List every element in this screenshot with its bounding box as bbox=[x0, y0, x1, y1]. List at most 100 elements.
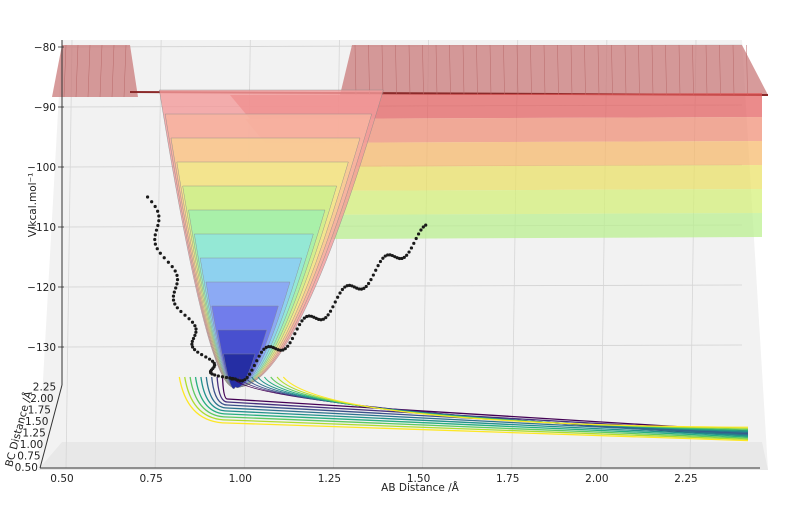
trajectory-point bbox=[213, 373, 217, 377]
trajectory-point bbox=[383, 254, 387, 258]
plateau-mesh bbox=[624, 44, 627, 96]
trajectory-point bbox=[171, 294, 176, 298]
y-tick-label: 1.25 bbox=[22, 428, 45, 440]
trajectory-point bbox=[194, 330, 198, 334]
plateau-mesh bbox=[705, 44, 708, 96]
trajectory-point bbox=[216, 374, 220, 378]
trajectory-point bbox=[371, 273, 375, 277]
y-tick-label: 0.75 bbox=[17, 451, 40, 463]
trajectory bbox=[145, 195, 428, 383]
trajectory-point bbox=[376, 264, 380, 268]
x-tick-label: 1.75 bbox=[496, 473, 519, 485]
plateau-mesh bbox=[746, 44, 748, 96]
trajectory-point bbox=[145, 195, 150, 199]
trajectory-point bbox=[162, 256, 166, 260]
plateau-mesh bbox=[87, 44, 91, 98]
trajectory-point bbox=[233, 377, 237, 381]
trajectory-point bbox=[336, 295, 340, 299]
z-tick-label: −130 bbox=[27, 342, 56, 354]
plateau-mesh bbox=[584, 44, 586, 96]
plateau-mesh bbox=[368, 44, 370, 96]
trajectory-point bbox=[412, 241, 416, 245]
trajectory-point bbox=[194, 327, 198, 331]
trajectory-point bbox=[390, 253, 394, 258]
contour-line bbox=[205, 376, 749, 436]
trajectory-point bbox=[191, 336, 196, 341]
contour-line bbox=[200, 376, 749, 437]
trajectory-point bbox=[290, 336, 295, 341]
trajectory-point bbox=[262, 347, 266, 351]
trajectory-point bbox=[414, 236, 418, 241]
trajectory-point bbox=[166, 260, 170, 264]
trajectory-point bbox=[196, 350, 200, 354]
trajectory-point bbox=[155, 247, 159, 251]
trajectory-point bbox=[257, 354, 261, 358]
trajectory-point bbox=[281, 348, 285, 352]
trajectory-point bbox=[172, 290, 176, 294]
trajectory-point bbox=[238, 379, 242, 383]
plateau-mesh bbox=[503, 44, 505, 96]
z-tick-labels: −80 −90 −100 −110 −120 −130 bbox=[27, 42, 64, 354]
trajectory-point bbox=[190, 342, 194, 346]
trajectory-point bbox=[416, 232, 421, 236]
trajectory-point bbox=[200, 353, 204, 357]
contour-line bbox=[282, 376, 749, 428]
trajectory-point bbox=[405, 253, 409, 257]
energy-band bbox=[245, 117, 762, 143]
trajectory-point bbox=[333, 300, 337, 304]
energy-band bbox=[290, 189, 762, 215]
axes bbox=[39, 40, 760, 469]
plateau-mesh bbox=[381, 44, 384, 96]
energy-band bbox=[260, 141, 762, 167]
z-tick-label: −90 bbox=[34, 102, 56, 114]
trajectory-point bbox=[243, 378, 247, 382]
trajectory-point bbox=[190, 320, 195, 324]
trajectory-point bbox=[378, 259, 383, 264]
trajectory-point bbox=[156, 209, 160, 213]
y-tick-label: 2.00 bbox=[30, 393, 53, 405]
trajectory-point bbox=[174, 286, 178, 290]
trajectory-point bbox=[153, 204, 157, 209]
trajectory-point bbox=[340, 287, 345, 292]
trajectory-point bbox=[283, 347, 287, 351]
z-tick-label: −100 bbox=[27, 162, 56, 174]
trajectory-point bbox=[369, 277, 373, 282]
plateau-mesh bbox=[597, 44, 600, 96]
contour-line bbox=[216, 376, 749, 433]
trajectory-point bbox=[191, 345, 195, 349]
trajectory-point bbox=[317, 317, 321, 321]
plateau-mesh bbox=[719, 44, 721, 96]
trajectory-point bbox=[190, 339, 194, 343]
trajectory-point bbox=[362, 286, 366, 290]
trajectory-point bbox=[240, 379, 245, 383]
plateau-mesh bbox=[530, 44, 532, 96]
trajectory-point bbox=[300, 319, 304, 323]
z-tick-label: −80 bbox=[34, 42, 56, 54]
trajectory-point bbox=[187, 317, 191, 321]
trajectory-point bbox=[347, 283, 352, 287]
contour-line bbox=[189, 376, 749, 439]
trajectory-point bbox=[245, 375, 249, 380]
trajectory-point bbox=[175, 273, 179, 277]
trajectory-point bbox=[193, 324, 197, 328]
trajectory-point bbox=[345, 284, 349, 288]
trajectory-point bbox=[393, 255, 397, 259]
trajectory-point bbox=[175, 306, 179, 310]
trajectory-point bbox=[192, 348, 197, 352]
plateau-mesh bbox=[63, 44, 67, 98]
trajectory-point bbox=[193, 333, 197, 337]
trajectory-point bbox=[170, 265, 174, 269]
plateau-mesh bbox=[354, 44, 357, 96]
plateau-mesh bbox=[395, 44, 397, 96]
trajectory-point bbox=[230, 377, 234, 381]
trajectory-point bbox=[252, 363, 256, 368]
trajectory-point bbox=[312, 315, 316, 319]
x-tick-label: 0.75 bbox=[139, 473, 162, 485]
trajectory-point bbox=[156, 223, 160, 228]
trajectory-point bbox=[157, 219, 161, 223]
trajectory-point bbox=[343, 285, 347, 289]
contour-line bbox=[194, 376, 749, 438]
y-tick-label: 1.75 bbox=[28, 405, 51, 417]
trajectory-point bbox=[326, 313, 330, 317]
